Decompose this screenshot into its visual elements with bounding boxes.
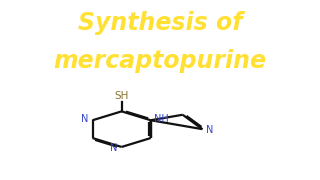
- Text: N: N: [110, 143, 117, 153]
- Text: N: N: [205, 125, 213, 135]
- Text: NH: NH: [154, 114, 169, 124]
- Text: SH: SH: [115, 91, 129, 101]
- Text: N: N: [81, 114, 88, 124]
- Text: mercaptopurine: mercaptopurine: [53, 49, 267, 73]
- Text: Synthesis of: Synthesis of: [78, 12, 242, 35]
